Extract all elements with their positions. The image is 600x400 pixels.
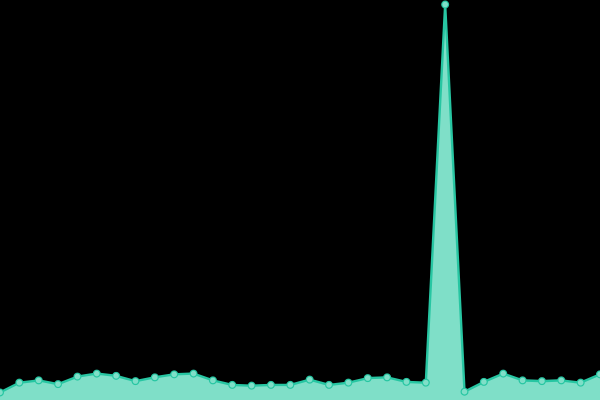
data-point-marker: [208, 376, 217, 385]
data-point-marker: [170, 370, 179, 379]
data-point-marker: [576, 378, 585, 387]
data-point-marker: [402, 377, 411, 386]
data-point-marker: [460, 387, 469, 396]
data-point-marker: [518, 376, 527, 385]
data-point-marker: [131, 377, 140, 386]
data-point-marker: [383, 373, 392, 382]
data-point-marker: [228, 380, 237, 389]
data-point-marker: [112, 371, 121, 380]
data-point-marker: [0, 388, 4, 397]
data-point-marker: [286, 380, 295, 389]
data-point-marker: [479, 377, 488, 386]
data-point-marker: [34, 376, 43, 385]
data-point-marker: [15, 378, 24, 387]
data-point-marker: [305, 375, 314, 384]
data-point-marker: [266, 380, 275, 389]
data-point-marker: [344, 378, 353, 387]
data-point-marker: [189, 369, 198, 378]
data-point-marker: [557, 376, 566, 385]
data-point-marker: [421, 378, 430, 387]
data-point-marker: [54, 380, 63, 389]
data-point-marker: [596, 370, 600, 379]
data-point-marker: [499, 369, 508, 378]
data-point-marker: [363, 374, 372, 383]
data-point-marker: [537, 377, 546, 386]
data-point-marker: [325, 380, 334, 389]
data-point-marker: [441, 0, 450, 9]
data-point-marker: [150, 373, 159, 382]
data-point-marker: [92, 369, 101, 378]
data-point-marker: [247, 381, 256, 390]
data-point-marker: [73, 372, 82, 381]
